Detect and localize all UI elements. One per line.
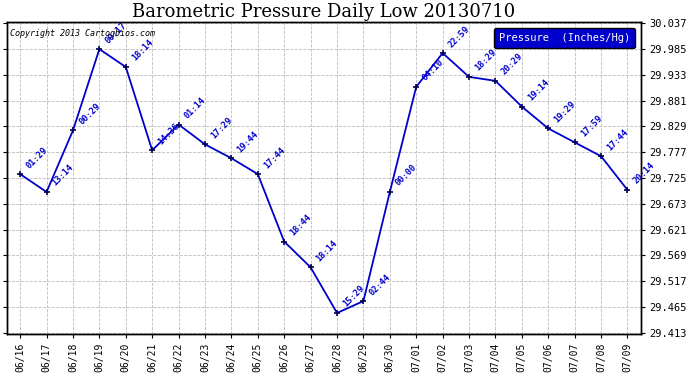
Text: 15:29: 15:29 <box>341 284 366 309</box>
Text: 22:59: 22:59 <box>447 24 472 49</box>
Text: 20:29: 20:29 <box>500 52 524 77</box>
Text: 19:44: 19:44 <box>235 129 261 154</box>
Text: 14:36: 14:36 <box>157 121 181 146</box>
Text: 17:29: 17:29 <box>209 115 234 140</box>
Text: 01:14: 01:14 <box>183 95 208 120</box>
Text: 19:14: 19:14 <box>526 78 551 102</box>
Text: 18:14: 18:14 <box>315 238 339 263</box>
Title: Barometric Pressure Daily Low 20130710: Barometric Pressure Daily Low 20130710 <box>132 3 515 21</box>
Text: 18:29: 18:29 <box>473 48 498 73</box>
Text: 04:10: 04:10 <box>420 58 445 82</box>
Text: 00:29: 00:29 <box>77 101 102 126</box>
Text: 17:59: 17:59 <box>579 113 604 138</box>
Text: 19:29: 19:29 <box>553 99 578 124</box>
Text: Copyright 2013 Cartogbios.com: Copyright 2013 Cartogbios.com <box>10 28 155 38</box>
Text: 13:14: 13:14 <box>51 163 76 188</box>
Text: 17:44: 17:44 <box>262 145 287 170</box>
Legend: Pressure  (Inches/Hg): Pressure (Inches/Hg) <box>494 27 635 48</box>
Text: 18:44: 18:44 <box>288 213 313 237</box>
Text: 01:29: 01:29 <box>24 145 49 170</box>
Text: 00:00: 00:00 <box>394 163 419 188</box>
Text: 17:44: 17:44 <box>605 127 630 152</box>
Text: 18:14: 18:14 <box>130 38 155 63</box>
Text: 02:44: 02:44 <box>368 272 393 297</box>
Text: 00:17: 00:17 <box>104 20 128 45</box>
Text: 20:14: 20:14 <box>631 161 657 186</box>
